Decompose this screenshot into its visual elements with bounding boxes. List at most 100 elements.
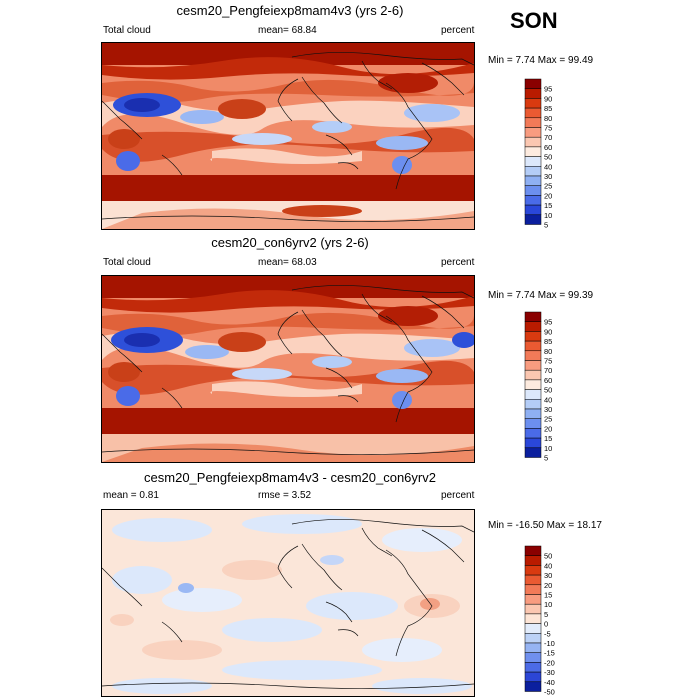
colorbar-swatch <box>524 78 542 89</box>
colorbar-tick-label: 90 <box>544 327 552 336</box>
colorbar-tick-label: 25 <box>544 182 552 191</box>
colorbar-swatch <box>524 389 542 400</box>
colorbar-swatch <box>524 437 542 449</box>
colorbar-tick-label: 5 <box>544 454 548 463</box>
panel-3-map <box>101 509 475 697</box>
panel-1-title: cesm20_Pengfeiexp8mam4v3 (yrs 2-6) <box>176 3 404 18</box>
colorbar-swatch <box>524 350 542 361</box>
panel-2-colorbar: 95 90 85 80 75 70 60 50 40 30 25 20 15 10 5 <box>524 311 575 463</box>
colorbar-tick-label: 75 <box>544 357 552 366</box>
panel-3-units-label: percent <box>441 490 475 501</box>
colorbar-swatch <box>524 340 542 352</box>
colorbar-swatch <box>524 565 542 576</box>
colorbar-tick-label: 10 <box>544 600 552 609</box>
colorbar-tick-label: 20 <box>544 191 552 200</box>
colorbar-tick-label: 85 <box>544 104 552 113</box>
colorbar-tick-label: 75 <box>544 124 552 133</box>
colorbar-swatch <box>524 379 542 390</box>
colorbar-swatch <box>524 603 542 615</box>
panel-3-mean-label: mean = 0.81 <box>103 490 159 501</box>
colorbar-tick-label: 85 <box>544 337 552 346</box>
colorbar-swatch <box>524 574 542 586</box>
colorbar-swatch <box>524 408 542 419</box>
colorbar-tick-label: 50 <box>544 552 552 561</box>
colorbar-tick-label: 40 <box>544 162 552 171</box>
colorbar-swatch <box>524 671 542 683</box>
colorbar-tick-label: 80 <box>544 347 552 356</box>
colorbar-tick-label: 80 <box>544 114 552 123</box>
colorbar-tick-label: 95 <box>544 318 552 327</box>
colorbar-tick-label: 15 <box>544 591 552 600</box>
panel-1-colorbar: 95 90 85 80 75 70 60 50 40 30 25 20 15 10 5 <box>524 78 575 230</box>
colorbar-tick-label: 5 <box>544 610 548 619</box>
panel-1-map <box>101 42 475 230</box>
panel-3-difference-field <box>102 510 474 696</box>
colorbar-tick-label: 20 <box>544 424 552 433</box>
colorbar-tick-label: 60 <box>544 376 552 385</box>
colorbar-tick-label: 70 <box>544 133 552 142</box>
colorbar-tick-label: 70 <box>544 366 552 375</box>
colorbar-tick-label: -15 <box>544 649 555 658</box>
colorbar-swatch <box>524 331 542 342</box>
colorbar-swatch <box>524 117 542 128</box>
panel-2-cloud-field <box>102 276 474 462</box>
colorbar-tick-label: -50 <box>544 688 555 697</box>
panel-2-minmax-label: Min = 7.74 Max = 99.39 <box>488 290 594 301</box>
panel-3-rmse-label: rmse = 3.52 <box>258 490 312 501</box>
colorbar-tick-label: 90 <box>544 94 552 103</box>
panel-2-title: cesm20_con6yrv2 (yrs 2-6) <box>211 235 369 250</box>
colorbar-swatch <box>524 633 542 644</box>
panel-3-title: cesm20_Pengfeiexp8mam4v3 - cesm20_con6yr… <box>144 470 436 485</box>
colorbar-swatch <box>524 555 542 566</box>
colorbar-swatch <box>524 399 542 410</box>
colorbar-swatch <box>524 360 542 371</box>
colorbar-swatch <box>524 204 542 216</box>
colorbar-tick-label: 20 <box>544 581 552 590</box>
colorbar-swatch <box>524 369 542 381</box>
colorbar-tick-label: 50 <box>544 153 552 162</box>
colorbar-tick-label: 30 <box>544 571 552 580</box>
colorbar-swatch <box>524 584 542 595</box>
colorbar-swatch <box>524 447 542 458</box>
colorbar-swatch <box>524 166 542 177</box>
panel-2-variable-label: Total cloud <box>103 257 151 268</box>
colorbar-swatch <box>524 175 542 186</box>
colorbar-swatch <box>524 623 542 634</box>
colorbar-tick-label: 60 <box>544 143 552 152</box>
panel-2-units-label: percent <box>441 257 475 268</box>
panel-3-colorbar: 50 40 30 20 15 10 5 0 -5 -10 -15 -20 -30 -40 -50 <box>524 545 575 697</box>
colorbar-swatch <box>524 127 542 138</box>
colorbar-tick-label: 40 <box>544 561 552 570</box>
colorbar-tick-label: 15 <box>544 201 552 210</box>
colorbar-swatch <box>524 156 542 167</box>
colorbar-tick-label: -20 <box>544 658 555 667</box>
colorbar-swatch <box>524 311 542 322</box>
panel-2-map <box>101 275 475 463</box>
colorbar-tick-label: 30 <box>544 405 552 414</box>
colorbar-swatch <box>524 185 542 196</box>
colorbar-swatch <box>524 146 542 157</box>
colorbar-tick-label: -40 <box>544 678 555 687</box>
colorbar-swatch <box>524 652 542 663</box>
colorbar-swatch <box>524 594 542 605</box>
colorbar-tick-label: 10 <box>544 444 552 453</box>
colorbar-tick-label: 15 <box>544 434 552 443</box>
colorbar-swatch <box>524 428 542 439</box>
colorbar-swatch <box>524 642 542 653</box>
colorbar-swatch <box>524 681 542 692</box>
colorbar-swatch <box>524 107 542 119</box>
colorbar-swatch <box>524 88 542 99</box>
colorbar-swatch <box>524 195 542 206</box>
colorbar-swatch <box>524 613 542 624</box>
colorbar-tick-label: 0 <box>544 620 548 629</box>
colorbar-swatch <box>524 418 542 429</box>
colorbar-swatch <box>524 136 542 148</box>
panel-1-cloud-field <box>102 43 474 229</box>
colorbar-swatch <box>524 545 542 556</box>
colorbar-tick-label: 95 <box>544 85 552 94</box>
colorbar-tick-label: -5 <box>544 629 551 638</box>
colorbar-swatch <box>524 214 542 225</box>
colorbar-tick-label: -30 <box>544 668 555 677</box>
